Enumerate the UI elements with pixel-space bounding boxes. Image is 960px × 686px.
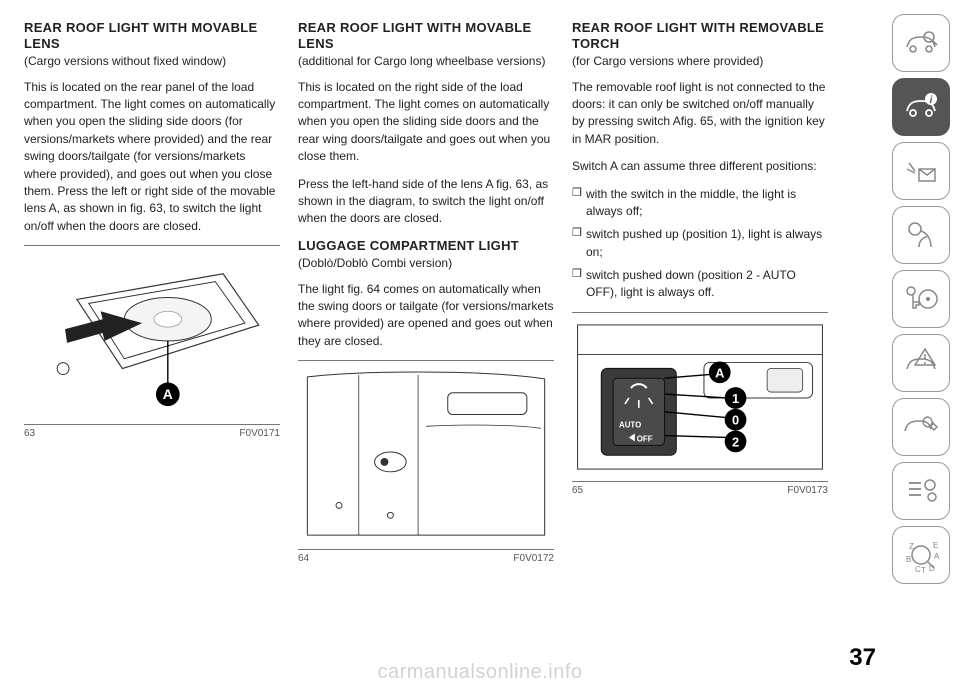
nav-item-index[interactable]: Z E B A C T D xyxy=(892,526,950,584)
car-warning-icon xyxy=(901,343,941,383)
figure-65-text-off: OFF xyxy=(637,434,653,443)
col2-sub2: (Doblò/Doblò Combi version) xyxy=(298,255,554,272)
figure-63-caption: 63 F0V0171 xyxy=(24,427,280,442)
svg-text:i: i xyxy=(930,95,933,106)
svg-text:Z: Z xyxy=(909,542,914,551)
col3-sub: (for Cargo versions where provided) xyxy=(572,53,828,70)
figure-63-code: F0V0171 xyxy=(239,427,280,442)
figure-65-caption: 65 F0V0173 xyxy=(572,484,828,499)
col3-bullet1: with the switch in the middle, the light… xyxy=(572,186,828,221)
figure-64-code: F0V0172 xyxy=(513,552,554,567)
figure-65-illustration: AUTO OFF A 1 0 2 xyxy=(572,319,828,475)
col3-bullet3: switch pushed down (position 2 - AUTO OF… xyxy=(572,267,828,302)
col2-sub1: (additional for Cargo long wheelbase ver… xyxy=(298,53,554,70)
sidebar-nav: i Z E B A C T D xyxy=(892,14,950,584)
nav-item-knowing-car[interactable]: i xyxy=(892,78,950,136)
col3-heading: REAR ROOF LIGHT WITH REMOVABLE TORCH xyxy=(572,20,828,51)
col2-para1: This is located on the right side of the… xyxy=(298,79,554,166)
figure-65-label-2: 2 xyxy=(732,434,739,449)
car-info-icon: i xyxy=(901,87,941,127)
car-wrench-icon xyxy=(901,407,941,447)
svg-text:B: B xyxy=(906,555,911,564)
svg-text:T: T xyxy=(921,566,926,575)
figure-64-illustration xyxy=(298,367,554,543)
svg-text:D: D xyxy=(929,564,935,573)
svg-text:E: E xyxy=(933,541,938,550)
watermark: carmanualsonline.info xyxy=(0,661,960,684)
column-1: REAR ROOF LIGHT WITH MOVABLE LENS (Cargo… xyxy=(24,20,298,686)
nav-item-starting[interactable] xyxy=(892,270,950,328)
figure-65: AUTO OFF A 1 0 2 xyxy=(572,312,828,482)
figure-65-number: 65 xyxy=(572,484,583,499)
figure-63: A xyxy=(24,245,280,425)
car-search-icon xyxy=(901,23,941,63)
col3-para2: Switch A can assume three different posi… xyxy=(572,158,828,175)
column-2: REAR ROOF LIGHT WITH MOVABLE LENS (addit… xyxy=(298,20,572,686)
figure-64 xyxy=(298,360,554,550)
key-wheel-icon xyxy=(901,279,941,319)
nav-item-service[interactable] xyxy=(892,398,950,456)
list-gears-icon xyxy=(901,471,941,511)
column-3: REAR ROOF LIGHT WITH REMOVABLE TORCH (fo… xyxy=(572,20,846,686)
figure-64-caption: 64 F0V0172 xyxy=(298,552,554,567)
col3-para1: The removable roof light is not connecte… xyxy=(572,79,828,149)
svg-text:A: A xyxy=(934,552,940,561)
page-columns: REAR ROOF LIGHT WITH MOVABLE LENS (Cargo… xyxy=(0,0,880,686)
col2-para2: The light fig. 64 comes on automatically… xyxy=(298,281,554,351)
col1-subheading: (Cargo versions without fixed window) xyxy=(24,53,280,70)
nav-item-lights[interactable] xyxy=(892,142,950,200)
airbag-icon xyxy=(901,215,941,255)
nav-item-specs[interactable] xyxy=(892,462,950,520)
col2-heading1: REAR ROOF LIGHT WITH MOVABLE LENS xyxy=(298,20,554,51)
figure-65-text-auto: AUTO xyxy=(619,420,641,429)
figure-65-code: F0V0173 xyxy=(787,484,828,499)
col1-heading: REAR ROOF LIGHT WITH MOVABLE LENS xyxy=(24,20,280,51)
nav-item-safety[interactable] xyxy=(892,206,950,264)
figure-63-label-A: A xyxy=(163,386,173,402)
figure-65-label-1: 1 xyxy=(732,391,739,406)
col2-heading2: LUGGAGE COMPARTMENT LIGHT xyxy=(298,238,554,254)
nav-item-warning[interactable] xyxy=(892,334,950,392)
col1-paragraph: This is located on the rear panel of the… xyxy=(24,79,280,236)
light-message-icon xyxy=(901,151,941,191)
figure-65-label-A: A xyxy=(715,365,724,380)
figure-65-label-0: 0 xyxy=(732,413,739,428)
index-icon: Z E B A C T D xyxy=(901,535,941,575)
figure-63-illustration: A xyxy=(24,252,280,418)
figure-63-number: 63 xyxy=(24,427,35,442)
col2-para1b: Press the left-hand side of the lens A f… xyxy=(298,176,554,228)
col3-bullet2: switch pushed up (position 1), light is … xyxy=(572,226,828,261)
nav-item-overview[interactable] xyxy=(892,14,950,72)
figure-64-number: 64 xyxy=(298,552,309,567)
